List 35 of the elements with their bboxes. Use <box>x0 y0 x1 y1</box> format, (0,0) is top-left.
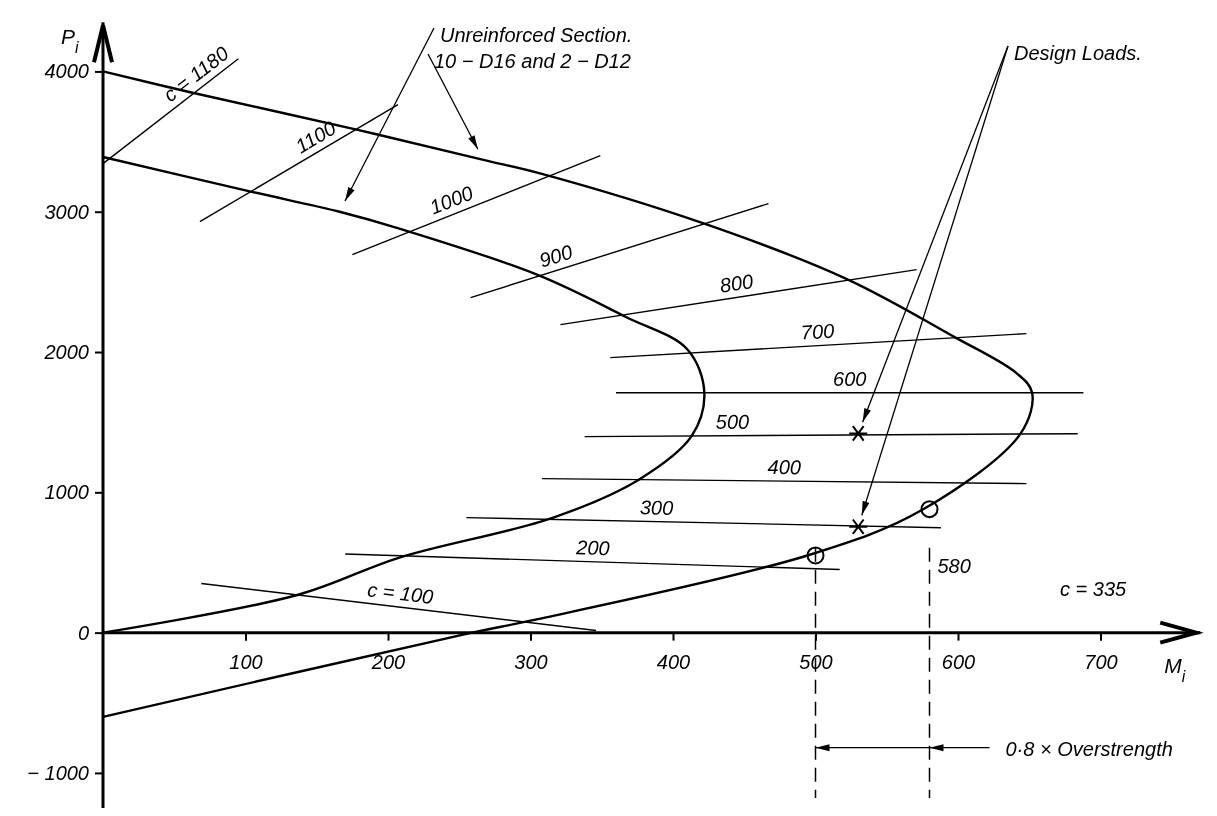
point <box>920 500 939 519</box>
point <box>848 518 869 535</box>
text: c = 100 <box>366 578 435 608</box>
y-tick-label: − 1000 <box>27 761 89 784</box>
series-label: 200 <box>574 536 610 560</box>
point <box>806 546 825 565</box>
x-axis-title: M$_{i}$ <box>1164 653 1186 685</box>
series-label: 700 <box>800 319 835 344</box>
point <box>848 425 869 442</box>
text: 10 − D16 and 2 − D12 <box>434 50 631 72</box>
series-label: 500 <box>715 410 750 433</box>
text: 900 <box>536 240 576 272</box>
text: Unreinforced Section. <box>440 24 633 46</box>
annotation: 0·8 × Overstrength <box>1005 737 1173 760</box>
x-tick-label: 300 <box>514 650 548 673</box>
x-tick-label: 700 <box>1084 650 1118 673</box>
series-label: 400 <box>767 455 802 479</box>
y-tick-label: 0 <box>77 621 89 644</box>
text: Design Loads. <box>1014 42 1142 64</box>
y-tick-label: 1000 <box>44 481 89 504</box>
y-tick-label: 2000 <box>43 340 89 363</box>
text: 1100 <box>291 116 340 158</box>
y-tick-label: 4000 <box>44 60 89 83</box>
series-label: 600 <box>833 367 867 390</box>
x-tick-label: 400 <box>656 650 691 673</box>
ref-line-label: 580 <box>937 554 971 577</box>
y-axis-title: P$_{i}$ <box>61 25 80 56</box>
text: 800 <box>718 269 755 297</box>
series-label: 300 <box>639 496 674 519</box>
x-tick-label: 200 <box>370 650 406 673</box>
annotation: c = 335 <box>1060 578 1128 600</box>
x-tick-label: 100 <box>229 650 263 673</box>
x-tick-label: 600 <box>941 650 976 673</box>
y-tick-label: 3000 <box>44 200 89 223</box>
text: 1000 <box>426 181 477 219</box>
